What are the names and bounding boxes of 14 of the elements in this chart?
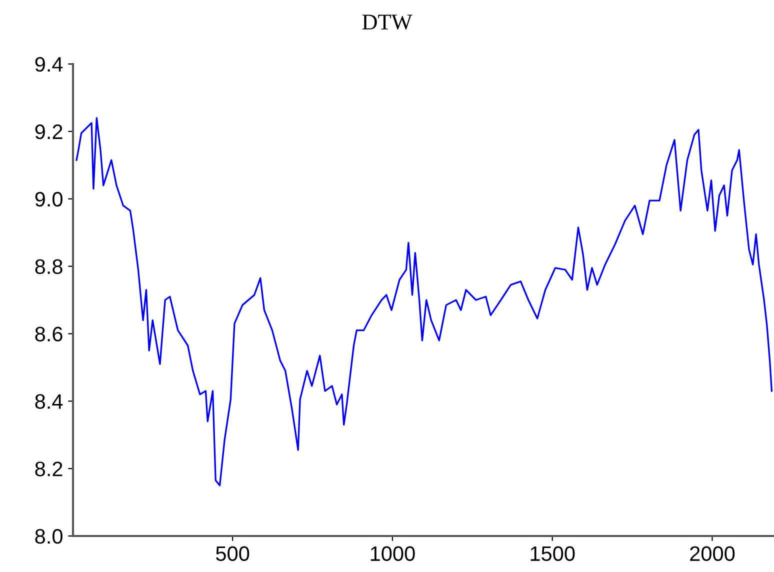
y-tick-label: 9.0 [35, 192, 62, 207]
x-tick-label: 1500 [530, 546, 575, 562]
line-series [76, 117, 773, 486]
y-tick-label: 9.4 [35, 57, 63, 72]
y-tick-label: 8.6 [35, 326, 62, 342]
y-tick-label: 8.4 [35, 394, 63, 409]
chart-title: DTW [362, 14, 412, 30]
y-tick-label: 8.2 [35, 462, 62, 476]
x-tick-label: 500 [216, 546, 250, 562]
x-tick-label: 2000 [690, 546, 735, 562]
y-tick-label: 8.8 [35, 259, 62, 274]
y-tick-label: 8.0 [35, 529, 62, 544]
x-tick-label: 1000 [370, 546, 415, 562]
y-tick-label: 9.2 [35, 124, 62, 140]
